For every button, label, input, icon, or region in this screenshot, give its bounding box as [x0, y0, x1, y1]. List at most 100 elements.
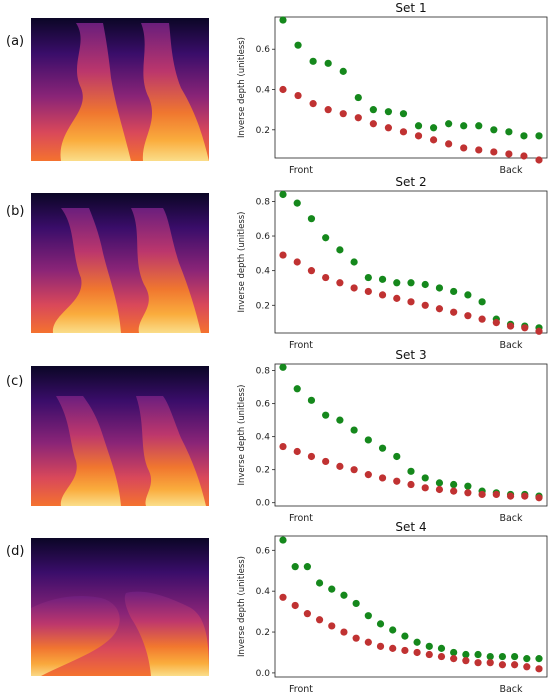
green-data-point	[376, 620, 385, 628]
red-data-point	[350, 466, 358, 474]
y-tick-label: 0.6	[256, 546, 271, 556]
red-data-point	[378, 474, 387, 482]
red-data-point	[521, 324, 529, 332]
green-data-point	[490, 126, 498, 134]
green-data-point	[486, 652, 494, 661]
y-tick-label: 0.0	[256, 669, 271, 679]
green-data-point	[322, 411, 330, 419]
red-data-point	[315, 616, 324, 624]
red-data-point	[340, 628, 348, 636]
green-data-point	[445, 120, 453, 128]
y-tick-label: 0.8	[256, 197, 271, 207]
red-data-point	[523, 663, 531, 671]
y-tick-label: 0.0	[256, 499, 271, 509]
x-tick-label-front: Front	[289, 513, 313, 524]
green-data-point	[393, 279, 401, 287]
green-data-point	[478, 298, 486, 306]
red-data-point	[350, 284, 358, 292]
y-tick-label: 0.4	[256, 267, 271, 277]
red-data-point	[309, 100, 317, 108]
y-axis-label: Inverse depth (unitless)	[237, 385, 247, 486]
x-tick-label-back: Back	[499, 165, 523, 176]
red-data-point	[279, 251, 287, 259]
green-data-point	[429, 124, 438, 132]
red-data-point	[393, 477, 401, 485]
green-data-point	[407, 467, 415, 475]
green-data-point	[279, 190, 287, 199]
y-tick-label: 0.2	[256, 466, 270, 476]
green-data-point	[414, 122, 423, 130]
green-data-point	[294, 41, 302, 49]
plot-frame	[274, 535, 548, 678]
green-data-point	[303, 563, 311, 571]
green-data-point	[535, 132, 543, 140]
red-data-point	[535, 327, 543, 335]
red-data-point	[521, 492, 529, 500]
red-data-point	[535, 156, 543, 164]
red-data-point	[498, 661, 507, 669]
y-tick-label: 0.4	[256, 587, 271, 597]
green-data-point	[336, 246, 344, 254]
y-tick-label: 0.6	[256, 45, 271, 55]
chart-title: Set 3	[395, 348, 426, 362]
red-data-point	[506, 492, 515, 500]
y-tick-label: 0.4	[256, 86, 271, 96]
red-data-point	[352, 634, 360, 642]
green-data-point	[393, 452, 401, 461]
green-data-point	[425, 642, 433, 650]
red-data-point	[474, 659, 482, 667]
red-data-point	[384, 124, 393, 132]
green-data-point	[413, 638, 421, 646]
red-data-point	[435, 485, 444, 494]
panel-label-c: (c)	[6, 374, 24, 389]
red-data-point	[486, 659, 494, 667]
red-data-point	[401, 646, 409, 655]
red-data-point	[324, 106, 332, 114]
red-data-point	[490, 148, 498, 156]
green-data-point	[309, 57, 317, 65]
y-tick-label: 0.6	[256, 400, 271, 410]
green-data-point	[460, 122, 468, 130]
y-tick-label: 0.2	[256, 126, 270, 136]
green-data-point	[293, 385, 301, 393]
red-data-point	[450, 487, 458, 495]
depth-map-image-a	[31, 18, 209, 161]
red-data-point	[535, 494, 543, 502]
red-data-point	[421, 484, 429, 492]
green-data-point	[450, 480, 458, 489]
red-data-point	[364, 638, 372, 646]
red-data-point	[389, 644, 397, 652]
red-data-point	[376, 642, 385, 650]
red-data-point	[478, 315, 486, 323]
chart-set-1: Set 1 0.2 0.4 0.6 Inverse depth (unitless) Fr…	[237, 1, 548, 176]
green-data-point	[399, 110, 408, 118]
red-data-point	[450, 308, 458, 316]
chart-title: Set 1	[395, 1, 426, 15]
red-data-point	[407, 480, 415, 489]
green-data-point	[293, 199, 301, 207]
green-data-point	[336, 416, 344, 424]
x-tick-label-front: Front	[289, 340, 313, 351]
green-data-point	[389, 626, 397, 634]
y-axis-label: Inverse depth (unitless)	[237, 556, 247, 657]
red-data-point	[307, 452, 316, 461]
red-data-point	[279, 442, 287, 451]
green-data-point	[352, 599, 360, 608]
green-data-point	[384, 108, 393, 116]
green-data-point	[464, 482, 472, 490]
green-data-point	[535, 655, 543, 663]
red-data-point	[413, 648, 421, 657]
green-data-point	[350, 426, 358, 434]
green-data-point	[435, 479, 444, 487]
x-tick-label-front: Front	[289, 684, 313, 695]
panel-label-b: (b)	[6, 204, 25, 219]
y-axis-label: Inverse depth (unitless)	[237, 37, 247, 138]
green-data-point	[364, 612, 372, 620]
green-data-point	[350, 258, 358, 266]
red-data-point	[293, 447, 301, 456]
green-data-point	[401, 632, 409, 640]
red-data-point	[425, 650, 433, 659]
red-data-point	[294, 91, 302, 100]
green-data-point	[339, 67, 347, 75]
red-data-point	[322, 457, 330, 466]
